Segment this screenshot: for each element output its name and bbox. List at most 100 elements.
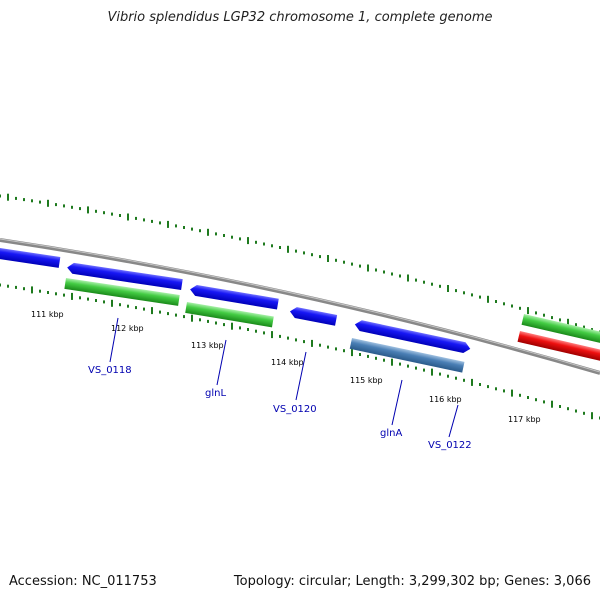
minor-tick xyxy=(567,407,569,411)
major-tick xyxy=(567,318,569,326)
inner-tick-ruler xyxy=(0,283,600,420)
minor-tick xyxy=(303,251,305,255)
minor-tick xyxy=(319,255,321,259)
minor-tick xyxy=(103,300,105,304)
minor-tick xyxy=(583,411,585,415)
minor-tick xyxy=(71,205,73,209)
minor-tick xyxy=(255,329,257,333)
minor-tick xyxy=(159,310,161,314)
minor-tick xyxy=(439,284,441,288)
green-gene-feature[interactable] xyxy=(521,314,600,345)
gene-label-glnl[interactable]: glnL xyxy=(205,388,226,399)
blue-gene-feature[interactable] xyxy=(289,306,338,326)
minor-tick xyxy=(15,285,17,289)
minor-tick xyxy=(207,319,209,323)
major-tick xyxy=(231,322,233,330)
major-tick xyxy=(311,339,313,347)
minor-tick xyxy=(87,297,89,301)
minor-tick xyxy=(471,293,473,297)
minor-tick xyxy=(111,212,113,216)
minor-tick xyxy=(279,246,281,249)
map-title: Vibrio splendidus LGP32 chromosome 1, co… xyxy=(107,10,493,25)
blue-gene-feature[interactable] xyxy=(189,284,279,310)
minor-tick xyxy=(39,289,41,293)
minor-tick xyxy=(503,389,505,393)
green-gene-feature[interactable] xyxy=(64,278,180,306)
minor-tick xyxy=(103,211,105,215)
minor-tick xyxy=(271,244,273,248)
major-tick xyxy=(367,264,369,272)
minor-tick xyxy=(591,328,593,332)
gene-label-vs-0120[interactable]: VS_0120 xyxy=(273,404,317,415)
minor-tick xyxy=(423,280,425,284)
tick-label: 116 kbp xyxy=(429,395,462,404)
minor-tick xyxy=(215,321,217,325)
minor-tick xyxy=(263,242,265,246)
minor-tick xyxy=(479,383,481,386)
major-tick xyxy=(471,378,473,386)
minor-tick xyxy=(559,318,561,322)
tick-label: 113 kbp xyxy=(191,341,224,350)
minor-tick xyxy=(119,214,121,217)
red-gene-feature[interactable] xyxy=(517,331,600,362)
minor-tick xyxy=(335,347,337,351)
major-tick xyxy=(87,206,89,214)
gene-label-vs-0118[interactable]: VS_0118 xyxy=(88,365,132,376)
minor-tick xyxy=(135,306,137,310)
minor-tick xyxy=(359,353,361,356)
minor-tick xyxy=(23,198,25,202)
green-gene-feature[interactable] xyxy=(185,302,274,328)
minor-tick xyxy=(503,302,505,306)
minor-tick xyxy=(375,356,377,360)
minor-tick xyxy=(159,221,161,225)
minor-tick xyxy=(495,300,497,303)
minor-tick xyxy=(543,400,545,404)
minor-tick xyxy=(383,270,385,274)
major-tick xyxy=(7,193,9,201)
gene-label-leaders xyxy=(109,317,459,438)
minor-tick xyxy=(63,204,65,208)
minor-tick xyxy=(239,237,241,241)
major-tick xyxy=(391,358,393,366)
steelblue-gene-feature[interactable] xyxy=(349,338,465,373)
major-tick xyxy=(407,274,409,282)
minor-tick xyxy=(415,278,417,282)
minor-tick xyxy=(583,325,585,329)
major-tick xyxy=(551,400,553,408)
minor-tick xyxy=(335,258,337,262)
minor-tick xyxy=(303,340,305,344)
gene-label-vs-0122[interactable]: VS_0122 xyxy=(428,440,472,451)
tick-label: 114 kbp xyxy=(271,358,304,367)
major-tick xyxy=(191,314,193,322)
minor-tick xyxy=(431,282,433,286)
blue-gene-feature[interactable] xyxy=(0,248,61,268)
minor-tick xyxy=(319,343,321,347)
minor-tick xyxy=(287,336,289,340)
minor-tick xyxy=(223,323,225,327)
minor-tick xyxy=(439,372,441,376)
minor-tick xyxy=(415,366,417,370)
gene-label-glna[interactable]: glnA xyxy=(380,428,402,439)
minor-tick xyxy=(295,338,297,342)
minor-tick xyxy=(455,289,457,293)
minor-tick xyxy=(367,354,369,358)
minor-tick xyxy=(167,312,169,316)
blue-gene-feature[interactable] xyxy=(354,319,472,354)
minor-tick xyxy=(175,224,177,228)
major-tick xyxy=(351,349,353,357)
minor-tick xyxy=(0,283,1,287)
minor-tick xyxy=(199,318,201,322)
blue-gene-feature[interactable] xyxy=(66,262,183,291)
minor-tick xyxy=(63,293,65,297)
minor-tick xyxy=(175,313,177,317)
minor-tick xyxy=(575,323,577,327)
outer-tick-ruler xyxy=(0,193,600,334)
topology-summary: Topology: circular; Length: 3,299,302 bp… xyxy=(233,574,591,589)
minor-tick xyxy=(399,274,401,278)
major-tick xyxy=(591,412,593,420)
minor-tick xyxy=(327,345,329,349)
minor-tick xyxy=(39,200,41,204)
major-tick xyxy=(111,299,113,307)
tick-label: 117 kbp xyxy=(508,415,541,424)
